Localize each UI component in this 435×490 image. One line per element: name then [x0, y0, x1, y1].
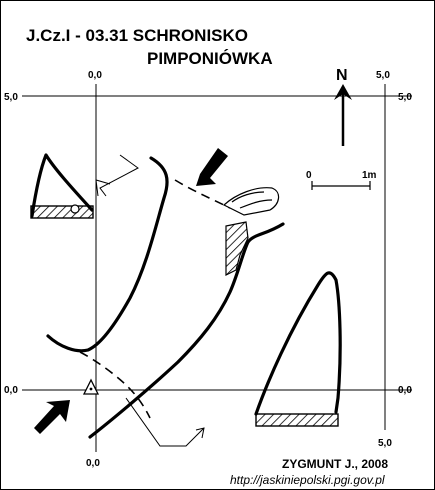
source-url[interactable]: http://jaskiniepolski.pgi.gov.pl — [230, 473, 385, 487]
grid-label-left-y-top: 5,0 — [4, 92, 18, 103]
datum-triangle-icon — [82, 378, 100, 395]
grid-label-bottom-right-x: 5,0 — [378, 438, 392, 449]
scale-end-label: 1m — [362, 170, 377, 181]
section-markers — [95, 154, 205, 447]
grid-label-right-y-bottom: 0,0 — [398, 385, 412, 396]
grid-label-left-y-bottom: 0,0 — [4, 385, 18, 396]
entrance-arrow-south — [34, 400, 70, 434]
drip-line-north — [174, 179, 231, 209]
scale-start-label: 0 — [306, 170, 312, 181]
rock-debris-hatch — [225, 221, 249, 276]
datum-point-left — [70, 204, 80, 214]
north-arrow-icon — [334, 84, 352, 146]
boulder-detail-2 — [239, 199, 273, 209]
east-wall — [88, 222, 285, 439]
section-marker-south-head — [195, 427, 205, 439]
grid-label-bottom-x: 0,0 — [86, 458, 100, 469]
boulder-outline — [222, 187, 280, 216]
boulder-detail — [231, 191, 265, 203]
floor-hatch-right — [255, 413, 339, 427]
grid-label-top-right-x: 5,0 — [376, 70, 390, 81]
section-marker-south — [125, 397, 205, 447]
drip-line-south — [79, 351, 151, 419]
entrance-boulder — [70, 187, 280, 216]
north-label: N — [336, 67, 348, 84]
grid-label-top-x: 0,0 — [88, 70, 102, 81]
entrance-arrow-north — [196, 148, 228, 186]
rock-floors — [30, 205, 339, 427]
coordinate-grid — [22, 84, 412, 452]
cave-walls — [30, 153, 342, 439]
entrance-arrow-icon — [34, 148, 228, 434]
floor-hatch-left — [30, 205, 94, 219]
grid-label-right-y-top: 5,0 — [398, 92, 412, 103]
section-marker-north-head — [95, 179, 111, 197]
left-section-outline — [30, 153, 94, 218]
section-marker-north — [99, 154, 139, 197]
title-line-1: J.Cz.I - 03.31 SCHRONISKO — [26, 26, 248, 45]
scale-bar — [311, 181, 371, 190]
title-line-2: PIMPONIÓWKA — [147, 49, 273, 68]
west-wall — [46, 156, 169, 353]
drip-lines — [79, 179, 231, 419]
right-section-outline — [254, 271, 342, 416]
author-credit: ZYGMUNT J., 2008 — [282, 457, 388, 471]
